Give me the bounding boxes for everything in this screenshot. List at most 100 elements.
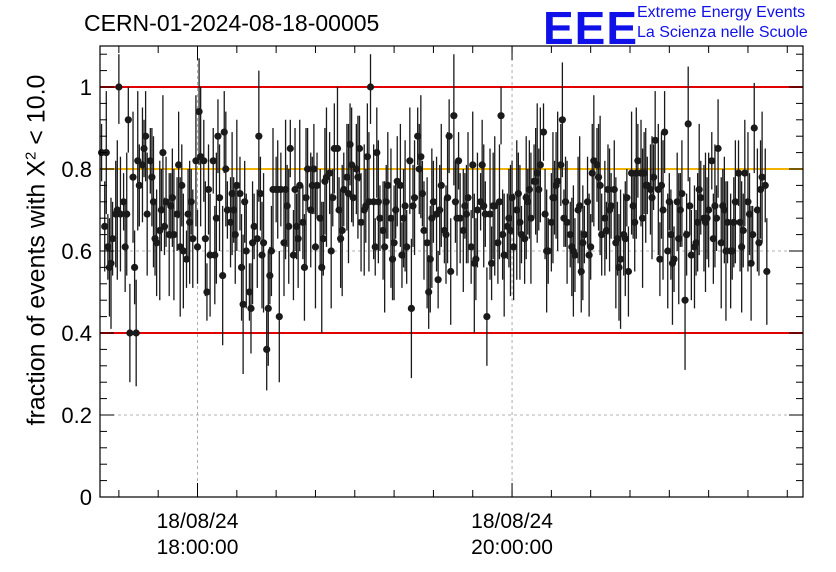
data-point xyxy=(256,190,265,198)
data-point xyxy=(340,185,348,194)
data-point xyxy=(300,263,309,271)
data-point xyxy=(140,144,148,153)
data-point xyxy=(739,226,747,235)
data-point xyxy=(296,181,304,189)
data-point xyxy=(763,267,771,276)
data-point xyxy=(514,190,522,198)
data-point xyxy=(289,251,298,259)
y-axis-label: fraction of events with X2 < 10.0 xyxy=(22,75,51,426)
data-point xyxy=(758,173,766,181)
data-point xyxy=(585,251,593,259)
data-point xyxy=(346,140,354,148)
data-point xyxy=(557,161,565,169)
y-axis-label-exponent: 2 xyxy=(22,151,40,161)
data-point xyxy=(124,116,132,124)
data-point xyxy=(588,169,596,177)
data-point xyxy=(382,198,390,206)
data-point xyxy=(610,185,618,194)
data-point xyxy=(598,231,606,239)
data-point xyxy=(494,239,502,247)
data-series xyxy=(97,54,771,391)
data-point xyxy=(576,202,584,210)
data-point xyxy=(723,218,732,226)
data-point xyxy=(708,157,716,165)
data-point xyxy=(329,194,337,202)
data-point xyxy=(464,194,472,202)
data-point xyxy=(450,112,458,120)
data-point xyxy=(417,153,425,161)
data-point xyxy=(525,185,533,194)
data-point xyxy=(247,304,255,312)
data-point xyxy=(259,239,268,247)
data-point xyxy=(209,157,217,165)
data-point xyxy=(462,210,471,218)
data-point xyxy=(319,235,327,243)
data-point xyxy=(749,231,757,239)
data-point xyxy=(214,132,222,140)
data-point xyxy=(714,144,722,153)
data-point xyxy=(160,222,169,230)
data-point xyxy=(187,198,195,206)
data-point xyxy=(483,313,491,321)
data-point xyxy=(239,300,247,308)
data-point xyxy=(200,157,208,165)
data-point xyxy=(286,144,294,153)
data-point xyxy=(472,255,480,263)
data-point xyxy=(473,206,482,214)
data-point xyxy=(541,210,549,218)
data-point xyxy=(223,206,231,214)
x-tick-date: 18/08/24 xyxy=(471,510,553,533)
data-point xyxy=(607,202,615,210)
x-tick-time: 20:00:00 xyxy=(471,536,553,559)
data-point xyxy=(750,124,758,132)
data-point xyxy=(594,173,603,181)
data-point xyxy=(384,181,392,189)
data-point xyxy=(175,161,183,169)
data-point xyxy=(577,267,585,276)
data-point xyxy=(657,181,666,189)
data-point xyxy=(539,128,548,136)
data-point xyxy=(423,239,431,247)
data-point xyxy=(638,214,647,222)
data-point xyxy=(294,235,302,243)
data-point xyxy=(579,239,587,247)
data-point xyxy=(318,263,326,271)
data-point xyxy=(333,144,342,153)
data-point xyxy=(418,190,427,198)
logo-caption: Extreme Energy Events La Scienza nelle S… xyxy=(637,3,808,43)
data-point xyxy=(426,255,434,263)
data-point xyxy=(670,255,678,263)
x-tick-label: 18/08/24 20:00:00 xyxy=(471,509,553,561)
data-point xyxy=(536,161,544,169)
data-point xyxy=(310,165,318,173)
data-point xyxy=(744,198,752,206)
data-point xyxy=(447,267,455,276)
data-point xyxy=(263,345,271,353)
data-point xyxy=(130,263,139,271)
data-point xyxy=(499,231,507,239)
x-tick-date: 18/08/24 xyxy=(156,510,239,533)
data-point xyxy=(116,210,125,218)
data-point xyxy=(344,190,353,198)
data-point xyxy=(283,202,291,210)
data-point xyxy=(222,165,230,173)
data-point xyxy=(373,149,381,157)
data-point xyxy=(734,169,743,177)
data-point xyxy=(381,243,389,251)
data-point xyxy=(730,218,738,226)
data-point xyxy=(681,296,689,304)
y-axis-label-suffix: < 10.0 xyxy=(22,74,51,152)
data-point xyxy=(392,206,400,214)
data-point xyxy=(454,157,463,165)
data-point xyxy=(162,198,170,206)
data-point xyxy=(403,243,411,251)
data-point xyxy=(250,222,258,230)
y-tick-label: 0.4 xyxy=(61,321,92,346)
data-point xyxy=(535,185,543,194)
data-point xyxy=(275,313,283,321)
data-point xyxy=(467,243,475,251)
data-point xyxy=(302,194,310,202)
data-point xyxy=(741,169,749,177)
data-point xyxy=(676,206,684,214)
data-point xyxy=(121,243,129,251)
